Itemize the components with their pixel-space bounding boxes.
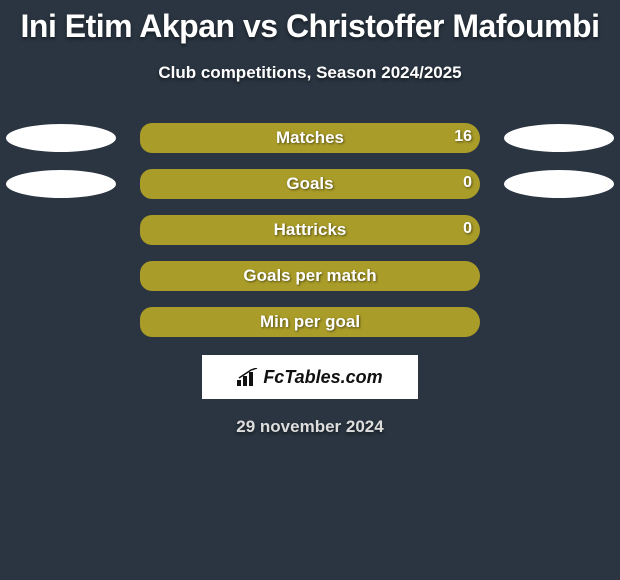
snapshot-date: 29 november 2024 xyxy=(0,417,620,437)
player-right-marker xyxy=(504,170,614,198)
site-logo-text: FcTables.com xyxy=(237,367,382,388)
comparison-rows: Matches16Goals0Hattricks0Goals per match… xyxy=(0,115,620,345)
stat-label: Matches xyxy=(140,128,480,148)
site-logo-label: FcTables.com xyxy=(263,367,382,388)
comparison-row: Hattricks0 xyxy=(0,207,620,253)
stat-bar: Goals0 xyxy=(140,169,480,199)
page-subtitle: Club competitions, Season 2024/2025 xyxy=(0,63,620,83)
player-right-marker xyxy=(504,124,614,152)
player-left-marker xyxy=(6,170,116,198)
comparison-row: Goals0 xyxy=(0,161,620,207)
stat-value-right: 16 xyxy=(454,128,472,146)
stat-label: Hattricks xyxy=(140,220,480,240)
stat-value-right: 0 xyxy=(463,220,472,238)
stat-label: Goals per match xyxy=(140,266,480,286)
stat-label: Goals xyxy=(140,174,480,194)
comparison-row: Min per goal xyxy=(0,299,620,345)
chart-icon xyxy=(237,368,259,386)
comparison-row: Goals per match xyxy=(0,253,620,299)
comparison-row: Matches16 xyxy=(0,115,620,161)
stat-bar: Hattricks0 xyxy=(140,215,480,245)
stat-bar: Goals per match xyxy=(140,261,480,291)
stat-bar: Matches16 xyxy=(140,123,480,153)
site-logo: FcTables.com xyxy=(202,355,418,399)
stat-label: Min per goal xyxy=(140,312,480,332)
page-title: Ini Etim Akpan vs Christoffer Mafoumbi xyxy=(0,0,620,45)
stat-bar: Min per goal xyxy=(140,307,480,337)
stat-value-right: 0 xyxy=(463,174,472,192)
player-left-marker xyxy=(6,124,116,152)
